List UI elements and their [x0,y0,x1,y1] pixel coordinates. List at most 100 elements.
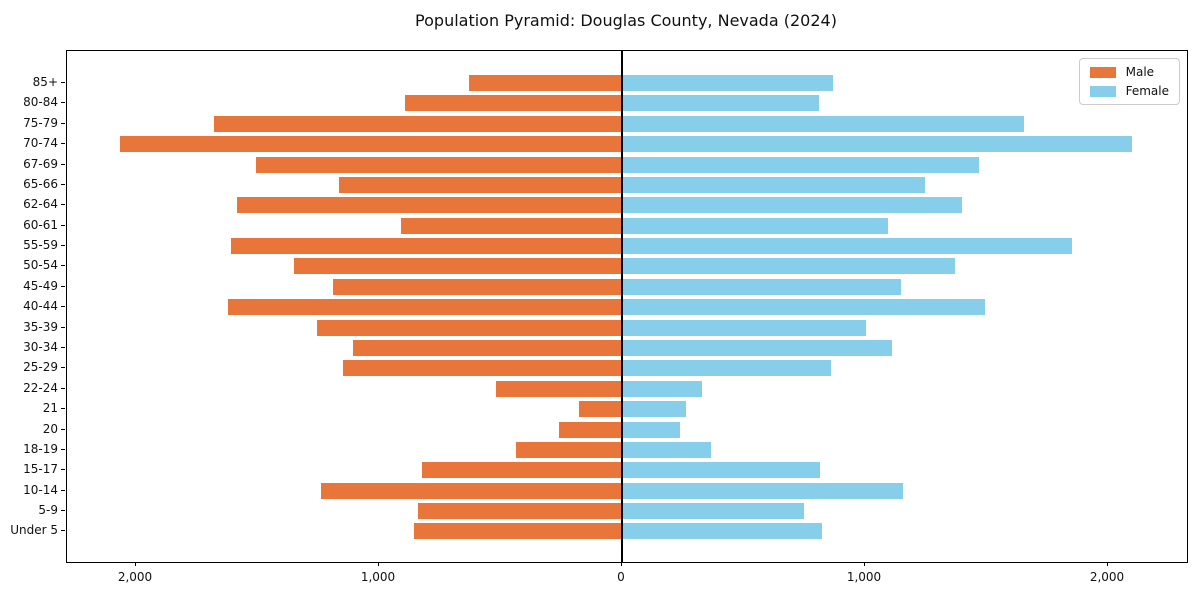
female-bar [622,503,805,520]
male-bar [236,197,622,214]
male-bar [417,503,622,520]
age-group-label: 22-24 [23,380,58,395]
age-group-label: 40-44 [23,299,58,314]
y-tick [61,163,65,165]
female-bar [622,340,892,357]
y-tick [61,510,65,512]
female-swatch-icon [1089,85,1116,97]
x-tick [1107,562,1108,566]
age-group-label: 10-14 [23,482,58,497]
age-group-label: 62-64 [23,197,58,212]
male-bar [256,156,622,173]
age-group-label: 55-59 [23,238,58,253]
male-bar [468,75,622,91]
female-bar [622,238,1072,255]
legend: Male Female [1078,58,1180,105]
y-tick [61,448,65,450]
male-bar [213,115,622,132]
female-bar [622,197,963,214]
plot-area: Male Female [66,50,1188,563]
x-tick [864,562,865,566]
x-tick [135,562,136,566]
legend-label-female: Female [1125,84,1169,98]
x-tick [378,562,379,566]
age-group-label: 67-69 [23,156,58,171]
female-bar [622,217,889,234]
age-group-label: 15-17 [23,462,58,477]
y-tick [61,285,65,287]
male-bar [230,238,622,255]
male-bar [558,421,622,438]
female-bar [622,482,903,499]
male-bar [342,360,622,377]
y-tick [61,530,65,532]
y-tick [61,469,65,471]
age-group-label: 30-34 [23,340,58,355]
male-bar [293,258,622,275]
y-tick [61,367,65,369]
age-group-label: 65-66 [23,176,58,191]
female-bar [622,156,980,173]
female-bar [622,95,819,112]
female-bar [622,319,867,336]
female-bar [622,401,687,418]
female-bar [622,380,703,397]
female-bar [622,278,902,295]
male-bar [414,523,622,540]
age-group-label: 85+ [32,75,58,89]
female-bar [622,299,986,316]
male-bar [228,299,622,316]
age-group-label: 18-19 [23,441,58,456]
age-group-label: 21 [42,401,58,416]
age-group-label: Under 5 [10,523,58,538]
y-tick [61,143,65,145]
male-bar [317,319,622,336]
age-group-label: 25-29 [23,360,58,375]
y-tick [61,224,65,226]
male-bar [320,482,622,499]
legend-item-female: Female [1089,84,1169,98]
x-tick-label: 2,000 [1089,570,1125,584]
age-group-label: 80-84 [23,95,58,110]
female-bar [622,258,955,275]
female-bar [622,176,925,193]
female-bar [622,75,834,91]
female-bar [622,462,821,479]
female-bar [622,360,831,377]
legend-label-male: Male [1125,65,1155,79]
age-group-label: 20 [42,421,58,436]
y-tick [61,245,65,247]
female-bar [622,523,823,540]
y-tick [61,102,65,104]
y-tick [61,347,65,349]
male-swatch-icon [1089,66,1116,78]
male-bar [400,217,622,234]
x-tick-label: 1,000 [846,570,882,584]
y-tick [61,204,65,206]
age-group-label: 35-39 [23,319,58,334]
female-bar [622,441,711,458]
male-bar [495,380,622,397]
y-tick [61,408,65,410]
age-group-label: 75-79 [23,115,58,130]
age-group-label: 45-49 [23,278,58,293]
y-tick [61,489,65,491]
age-group-label: 60-61 [23,217,58,232]
y-tick [61,122,65,124]
male-bar [353,340,622,357]
age-group-label: 50-54 [23,258,58,273]
chart-title: Population Pyramid: Douglas County, Neva… [415,11,837,30]
male-bar [120,136,622,153]
age-group-label: 5-9 [38,503,58,518]
y-tick [61,82,65,83]
y-tick [61,306,65,308]
legend-item-male: Male [1089,65,1169,79]
y-tick [61,387,65,389]
x-tick-label: 0 [617,570,625,584]
female-bar [622,421,681,438]
x-tick [621,562,622,566]
male-bar [579,401,622,418]
male-bar [516,441,622,458]
female-bar [622,115,1025,132]
